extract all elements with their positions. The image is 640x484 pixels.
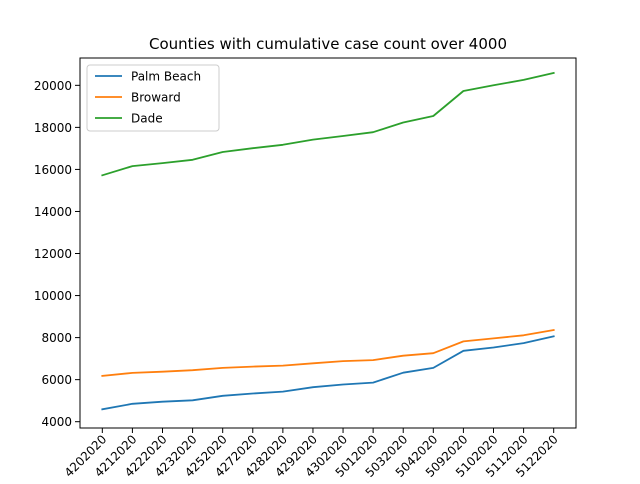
series-line-palm-beach — [101, 335, 555, 411]
y-tick-label: 12000 — [34, 247, 72, 261]
legend-label: Dade — [131, 112, 163, 126]
y-tick-label: 14000 — [34, 205, 72, 219]
y-tick-label: 4000 — [41, 415, 72, 429]
chart-title: Counties with cumulative case count over… — [149, 35, 507, 53]
series-line-broward — [101, 328, 555, 377]
plot-area — [101, 71, 555, 411]
y-tick-label: 20000 — [34, 79, 72, 93]
legend-label: Palm Beach — [131, 70, 201, 84]
y-tick-label: 8000 — [41, 331, 72, 345]
plot-frame — [79, 57, 577, 429]
series-line-dade — [101, 71, 555, 177]
y-tick-label: 6000 — [41, 373, 72, 387]
legend-box — [86, 64, 220, 132]
y-tick-label: 16000 — [34, 163, 72, 177]
y-tick-label: 10000 — [34, 289, 72, 303]
y-tick-label: 18000 — [34, 121, 72, 135]
legend: Palm Beach Broward Dade — [86, 64, 220, 132]
legend-label: Broward — [131, 91, 181, 105]
